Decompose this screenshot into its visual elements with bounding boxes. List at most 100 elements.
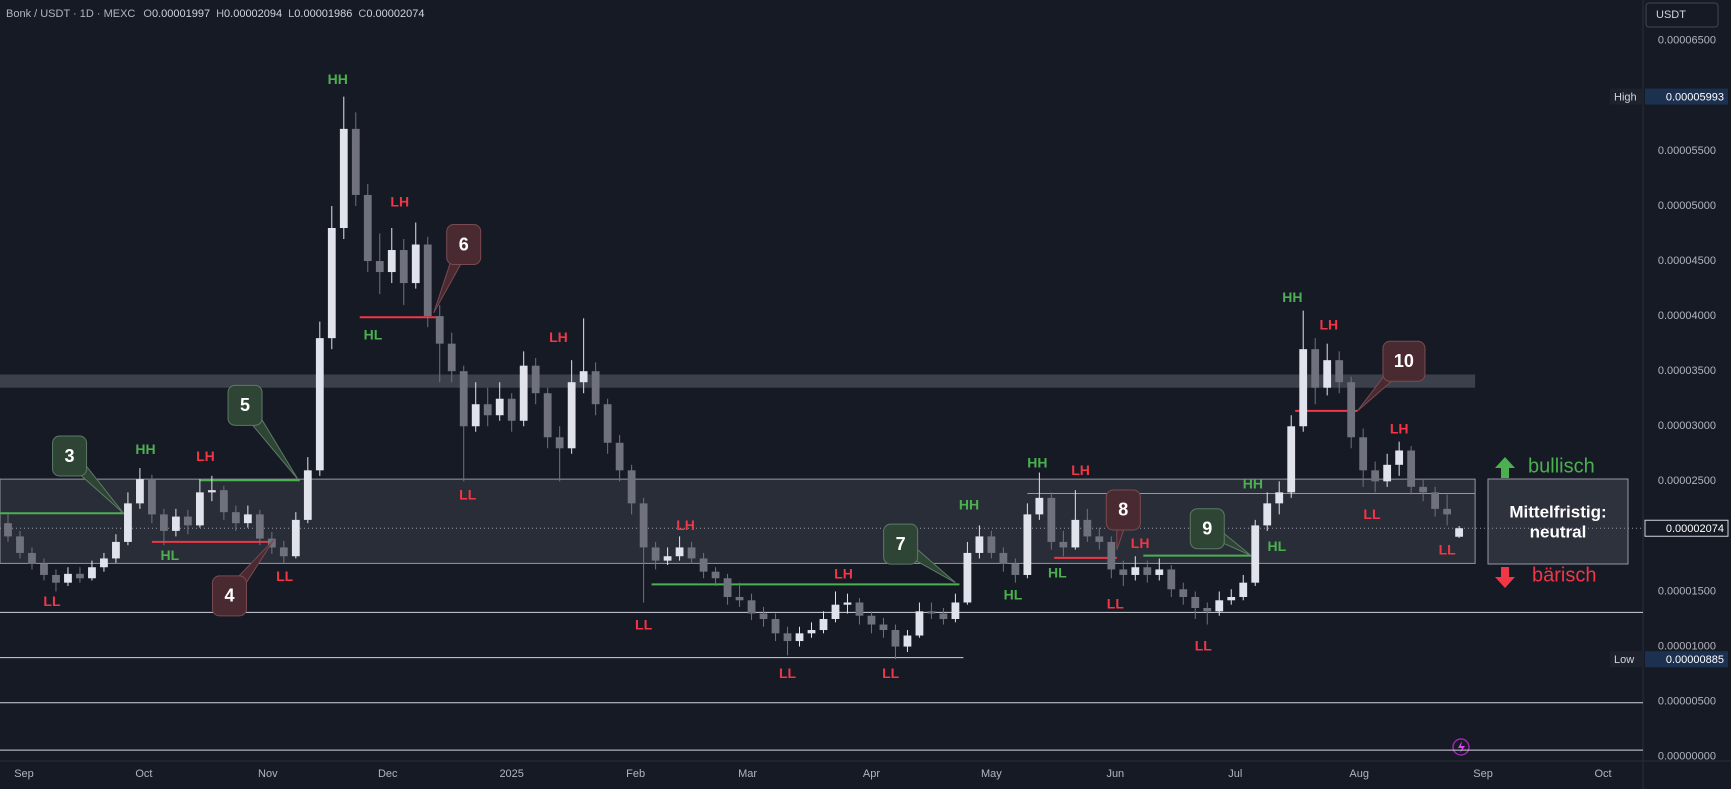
candle-body: [1131, 567, 1140, 575]
candle-body: [1155, 569, 1164, 575]
candle-body: [459, 371, 468, 427]
candle-body: [148, 479, 156, 515]
candle-body: [951, 602, 960, 620]
candle-body: [735, 596, 744, 601]
candle-body: [16, 536, 24, 553]
swing-label: LH: [196, 448, 215, 464]
low-tag-bg: [1645, 651, 1728, 668]
ohlc-value: 0.00001986: [294, 8, 352, 20]
candle-body: [567, 382, 576, 449]
alert-icon-bolt: [1458, 741, 1465, 753]
candle-body: [1395, 450, 1404, 465]
candle-body: [1419, 486, 1428, 493]
candle-body: [711, 571, 720, 579]
candle-body: [171, 516, 180, 531]
swing-label: LL: [459, 486, 477, 502]
ohlc-label: C: [358, 8, 366, 20]
candle-body: [1047, 497, 1056, 542]
callout-box: [1382, 340, 1426, 382]
candle-body: [112, 541, 120, 559]
y-tick-label: 0.00001500: [1658, 585, 1716, 597]
candle-body: [1083, 519, 1092, 537]
candle-body: [975, 536, 984, 553]
candle-body: [28, 552, 36, 564]
callout-box: [883, 523, 919, 565]
candle-body: [52, 574, 60, 583]
candle-body: [231, 512, 240, 524]
candle-body: [1215, 600, 1224, 612]
swing-label: HL: [161, 547, 180, 563]
candle-body: [1311, 349, 1320, 388]
y-tick-label: 0.00000000: [1658, 751, 1716, 763]
y-tick-label: 0.00004000: [1658, 310, 1716, 322]
swing-label: LL: [1195, 637, 1213, 653]
candle-body: [579, 371, 588, 383]
swing-label: LH: [834, 566, 853, 582]
header: Bonk / USDT · 1D · MEXC O0.00001997 H0.000…: [6, 8, 424, 20]
candle-body: [1275, 492, 1284, 504]
outlook-verdict: Mittelfristig:: [1509, 502, 1606, 521]
candle-body: [987, 536, 996, 553]
x-tick-label: Feb: [626, 768, 645, 780]
y-tick-label: 0.00003000: [1658, 420, 1716, 432]
candle-body: [255, 514, 264, 539]
candle-body: [1383, 464, 1392, 482]
swing-label: HH: [959, 496, 979, 512]
swing-label: HH: [135, 441, 155, 457]
candle-body: [903, 635, 912, 647]
y-tick-label: 0.00005500: [1658, 145, 1716, 157]
candle-body: [1095, 536, 1104, 542]
candle-body: [195, 492, 204, 526]
ohlc-value: 0.00002074: [366, 8, 424, 20]
candle-body: [963, 552, 972, 603]
x-tick-label: Oct: [135, 768, 152, 780]
candle-body: [399, 250, 408, 284]
callout-box: [446, 224, 482, 266]
candle-body: [1287, 426, 1296, 493]
candle-body: [1371, 470, 1380, 482]
candle-body: [999, 552, 1008, 564]
candle-body: [555, 437, 564, 449]
x-tick-label: Apr: [863, 768, 880, 780]
candle-body: [76, 573, 84, 579]
candle-body: [891, 630, 900, 647]
low-tag-label-bg: [1610, 651, 1643, 668]
candle-body: [1323, 360, 1332, 388]
high-tag-label-bg: [1610, 88, 1643, 105]
ohlc-value: 0.00002094: [224, 8, 282, 20]
callout-label: 10: [1394, 351, 1414, 371]
y-tick-label: 0.00001000: [1658, 640, 1716, 652]
y-tick-label: 0.00003500: [1658, 365, 1716, 377]
y-tick-label: 0.00006500: [1658, 35, 1716, 47]
candle-body: [339, 128, 348, 228]
candle-body: [759, 613, 768, 620]
plot-area: LL HH HL LH LL HH LH HL LH LL LH LL LH LL LL HH HL HH LH HL…: [0, 71, 1643, 751]
candle-body: [124, 503, 132, 542]
low-tag-label: Low: [1614, 654, 1634, 666]
candle-body: [651, 547, 660, 561]
candle-body: [219, 490, 228, 513]
y-tick-label: 0.00000500: [1658, 696, 1716, 708]
candle-body: [411, 244, 420, 284]
candle-body: [879, 624, 888, 631]
ohlc-label: H: [216, 8, 224, 20]
candle-body: [279, 547, 288, 557]
x-tick-label: Sep: [14, 768, 34, 780]
x-tick-label: Aug: [1349, 768, 1369, 780]
ohlc-value: 0.00001997: [152, 8, 210, 20]
price-tag: 0.00002074: [1644, 519, 1729, 537]
candle-body: [1407, 450, 1416, 487]
currency-box[interactable]: [1645, 2, 1719, 28]
x-tick-label: Sep: [1473, 768, 1493, 780]
swing-label: LH: [1319, 317, 1338, 333]
alert-icon[interactable]: [1452, 738, 1470, 756]
arrow-up: [1495, 457, 1515, 478]
high-tag-bg: [1645, 88, 1728, 105]
candle-body: [375, 261, 384, 273]
candle-body: [1035, 497, 1044, 515]
x-tick-label: Oct: [1594, 768, 1611, 780]
candle-body: [927, 611, 936, 614]
callout-label: 6: [459, 234, 469, 254]
candle-body: [1335, 360, 1344, 383]
callout-box: [52, 435, 88, 477]
